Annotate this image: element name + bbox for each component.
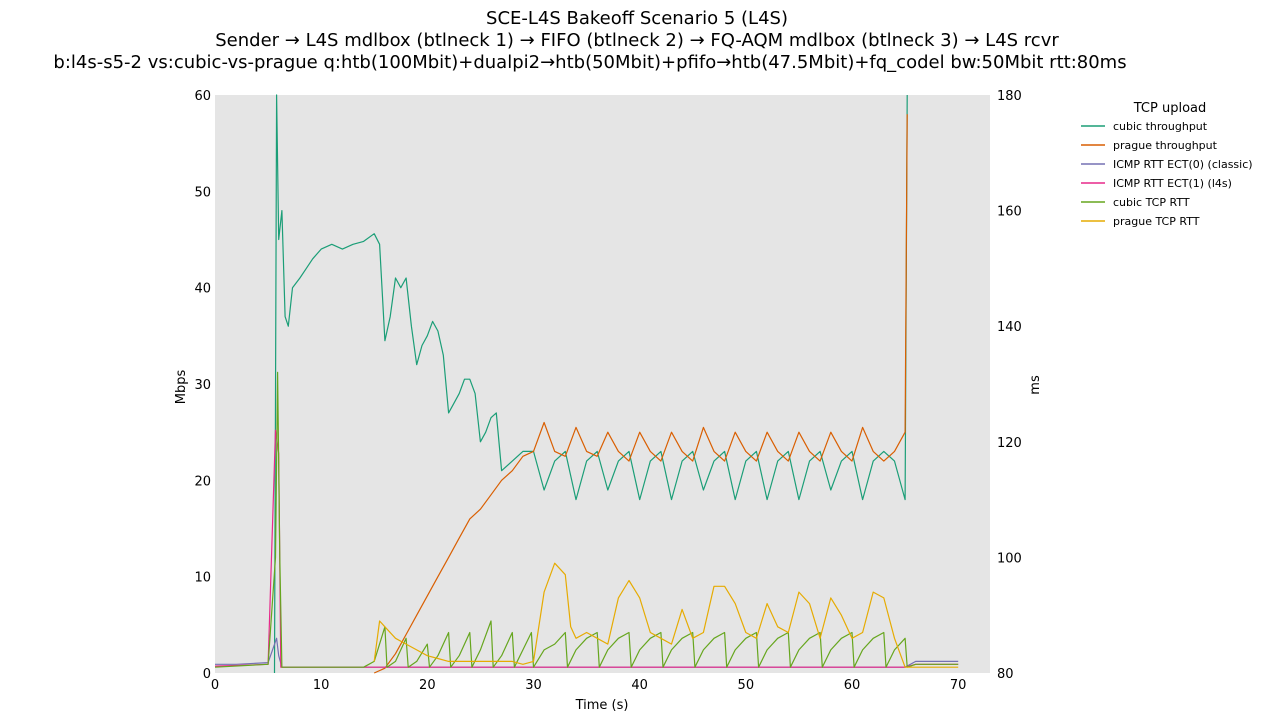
x-tick-label: 30 [525,678,542,693]
y2-axis-label: ms [1028,375,1043,395]
x-axis-ticks: 0 10 20 30 40 50 60 70 [211,678,967,693]
y2-axis-ticks: 80 100 120 140 160 180 [997,89,1022,682]
series-line-0 [273,94,908,674]
plot-area [215,95,990,673]
y-tick-label: 50 [194,185,211,200]
x-axis-label: Time (s) [575,698,629,713]
y-axis-ticks: 0 10 20 30 40 50 60 [194,89,211,682]
series-line-5 [373,562,959,668]
legend-entry: cubic throughput [1113,120,1208,133]
chart-title: SCE-L4S Bakeoff Scenario 5 (L4S) [486,8,788,29]
x-tick-label: 20 [419,678,436,693]
legend-items: cubic throughput prague throughput ICMP RT… [1081,120,1253,228]
legend: TCP upload cubic throughput prague throug… [1081,101,1253,228]
y-tick-label: 0 [203,667,211,682]
y2-tick-label: 160 [997,205,1022,220]
x-tick-label: 50 [738,678,755,693]
series-lines [214,94,959,674]
series-line-4 [214,371,959,668]
y2-tick-label: 140 [997,320,1022,335]
y-axis-label: Mbps [174,370,189,405]
legend-entry: prague TCP RTT [1113,215,1200,228]
y-tick-label: 20 [194,474,211,489]
legend-entry: cubic TCP RTT [1113,196,1190,209]
legend-title: TCP upload [1133,101,1207,116]
x-tick-label: 10 [313,678,330,693]
y2-tick-label: 120 [997,436,1022,451]
x-tick-label: 40 [631,678,648,693]
x-tick-label: 60 [844,678,861,693]
y2-tick-label: 100 [997,551,1022,566]
chart-subtitle: Sender → L4S mdlbox (btlneck 1) → FIFO (… [215,30,1059,51]
y2-tick-label: 180 [997,89,1022,104]
x-tick-label: 0 [211,678,219,693]
legend-entry: ICMP RTT ECT(1) (l4s) [1113,177,1232,190]
legend-entry: ICMP RTT ECT(0) (classic) [1113,158,1253,171]
y2-tick-label: 80 [997,667,1014,682]
chart-subtitle-2: b:l4s-s5-2 vs:cubic-vs-prague q:htb(100M… [53,52,1126,73]
y-tick-label: 10 [194,571,211,586]
y-tick-label: 30 [194,378,211,393]
legend-entry: prague throughput [1113,139,1218,152]
y-tick-label: 60 [194,89,211,104]
y-tick-label: 40 [194,282,211,297]
series-line-1 [373,114,908,674]
x-tick-label: 70 [950,678,967,693]
